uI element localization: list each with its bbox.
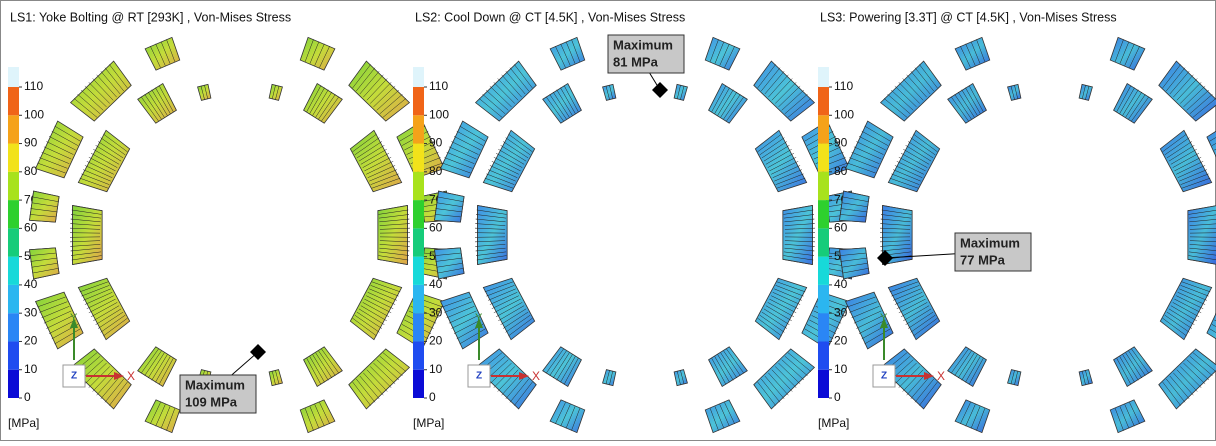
x-label: X <box>532 369 540 383</box>
coil-block <box>378 205 408 264</box>
tick-label: 30 <box>429 305 443 319</box>
tick-label: 90 <box>834 136 848 150</box>
colorbar-segment <box>8 87 19 115</box>
colorbar-top <box>413 67 424 87</box>
colorbar-segment <box>818 370 829 398</box>
tick-label: 60 <box>834 221 848 235</box>
tick-label: 10 <box>24 362 38 376</box>
colorbar-segment <box>818 228 829 256</box>
tick-label: 100 <box>429 107 449 121</box>
colorbar-segment <box>8 370 19 398</box>
tick-label: 10 <box>429 362 443 376</box>
colorbar-segment <box>413 172 424 200</box>
y-label: Y <box>880 312 888 324</box>
tick-label: 110 <box>429 79 448 93</box>
colorbar-segment <box>818 285 829 313</box>
panel-title: LS3: Powering [3.3T] @ CT [4.5K] , Von-M… <box>820 10 1117 24</box>
colorbar-segment <box>413 115 424 143</box>
colorbar-segment <box>818 87 829 115</box>
colorbar-segment <box>8 341 19 369</box>
colorbar-segment <box>818 341 829 369</box>
colorbar-top <box>8 67 19 87</box>
colorbar-segment <box>413 144 424 172</box>
unit-label: [MPa] <box>8 416 39 430</box>
z-label: Z <box>71 371 77 382</box>
coil-block <box>435 191 465 222</box>
maximum-value: 77 MPa <box>960 252 1006 267</box>
coil-block <box>435 248 465 279</box>
colorbar-segment <box>8 313 19 341</box>
colorbar-segment <box>818 257 829 285</box>
colorbar-segment <box>413 257 424 285</box>
colorbar-segment <box>8 172 19 200</box>
tick-label: 110 <box>24 79 43 93</box>
tick-label: 20 <box>834 334 848 348</box>
colorbar-segment <box>413 370 424 398</box>
colorbar-segment <box>818 144 829 172</box>
colorbar-segment <box>8 200 19 228</box>
coil-block <box>1188 205 1216 264</box>
tick-label: 80 <box>834 164 848 178</box>
tick-label: 40 <box>834 277 848 291</box>
coil-block <box>73 205 103 264</box>
tick-label: 80 <box>429 164 443 178</box>
maximum-value: 109 MPa <box>185 394 238 409</box>
x-label: X <box>937 369 945 383</box>
tick-label: 90 <box>429 136 443 150</box>
colorbar-segment <box>818 313 829 341</box>
maximum-title: Maximum <box>960 235 1020 250</box>
unit-label: [MPa] <box>413 416 444 430</box>
y-label: Y <box>70 312 78 324</box>
tick-label: 30 <box>24 305 38 319</box>
coil-block <box>478 205 508 264</box>
tick-label: 110 <box>834 79 853 93</box>
colorbar-segment <box>8 257 19 285</box>
colorbar-segment <box>8 228 19 256</box>
panel-title: LS1: Yoke Bolting @ RT [293K] , Von-Mise… <box>10 10 291 24</box>
tick-label: 20 <box>24 334 38 348</box>
maximum-title: Maximum <box>185 377 245 392</box>
tick-label: 0 <box>429 390 436 404</box>
figure: LS1: Yoke Bolting @ RT [293K] , Von-Mise… <box>0 0 1216 441</box>
tick-label: 40 <box>429 277 443 291</box>
tick-label: 40 <box>24 277 38 291</box>
colorbar-segment <box>413 228 424 256</box>
maximum-title: Maximum <box>613 37 673 52</box>
unit-label: [MPa] <box>818 416 849 430</box>
colorbar-segment <box>413 87 424 115</box>
coil-block <box>840 191 870 222</box>
x-label: X <box>127 369 135 383</box>
colorbar-segment <box>413 200 424 228</box>
coil-block <box>30 191 60 222</box>
z-label: Z <box>476 371 482 382</box>
colorbar-segment <box>413 341 424 369</box>
colorbar-segment <box>8 115 19 143</box>
maximum-value: 81 MPa <box>613 54 659 69</box>
colorbar-segment <box>8 285 19 313</box>
tick-label: 60 <box>24 221 38 235</box>
colorbar-segment <box>8 144 19 172</box>
tick-label: 100 <box>834 107 854 121</box>
tick-label: 20 <box>429 334 443 348</box>
tick-label: 100 <box>24 107 44 121</box>
colorbar-segment <box>413 313 424 341</box>
tick-label: 30 <box>834 305 848 319</box>
coil-block <box>840 248 870 279</box>
colorbar-top <box>818 67 829 87</box>
coil-block <box>30 248 60 279</box>
colorbar-segment <box>413 285 424 313</box>
colorbar-segment <box>818 172 829 200</box>
y-label: Y <box>475 312 483 324</box>
coil-block <box>783 205 813 264</box>
tick-label: 10 <box>834 362 848 376</box>
tick-label: 60 <box>429 221 443 235</box>
panel-title: LS2: Cool Down @ CT [4.5K] , Von-Mises S… <box>415 10 685 24</box>
z-label: Z <box>881 371 887 382</box>
tick-label: 80 <box>24 164 38 178</box>
tick-label: 0 <box>24 390 31 404</box>
tick-label: 0 <box>834 390 841 404</box>
colorbar-segment <box>818 200 829 228</box>
colorbar-segment <box>818 115 829 143</box>
tick-label: 90 <box>24 136 38 150</box>
